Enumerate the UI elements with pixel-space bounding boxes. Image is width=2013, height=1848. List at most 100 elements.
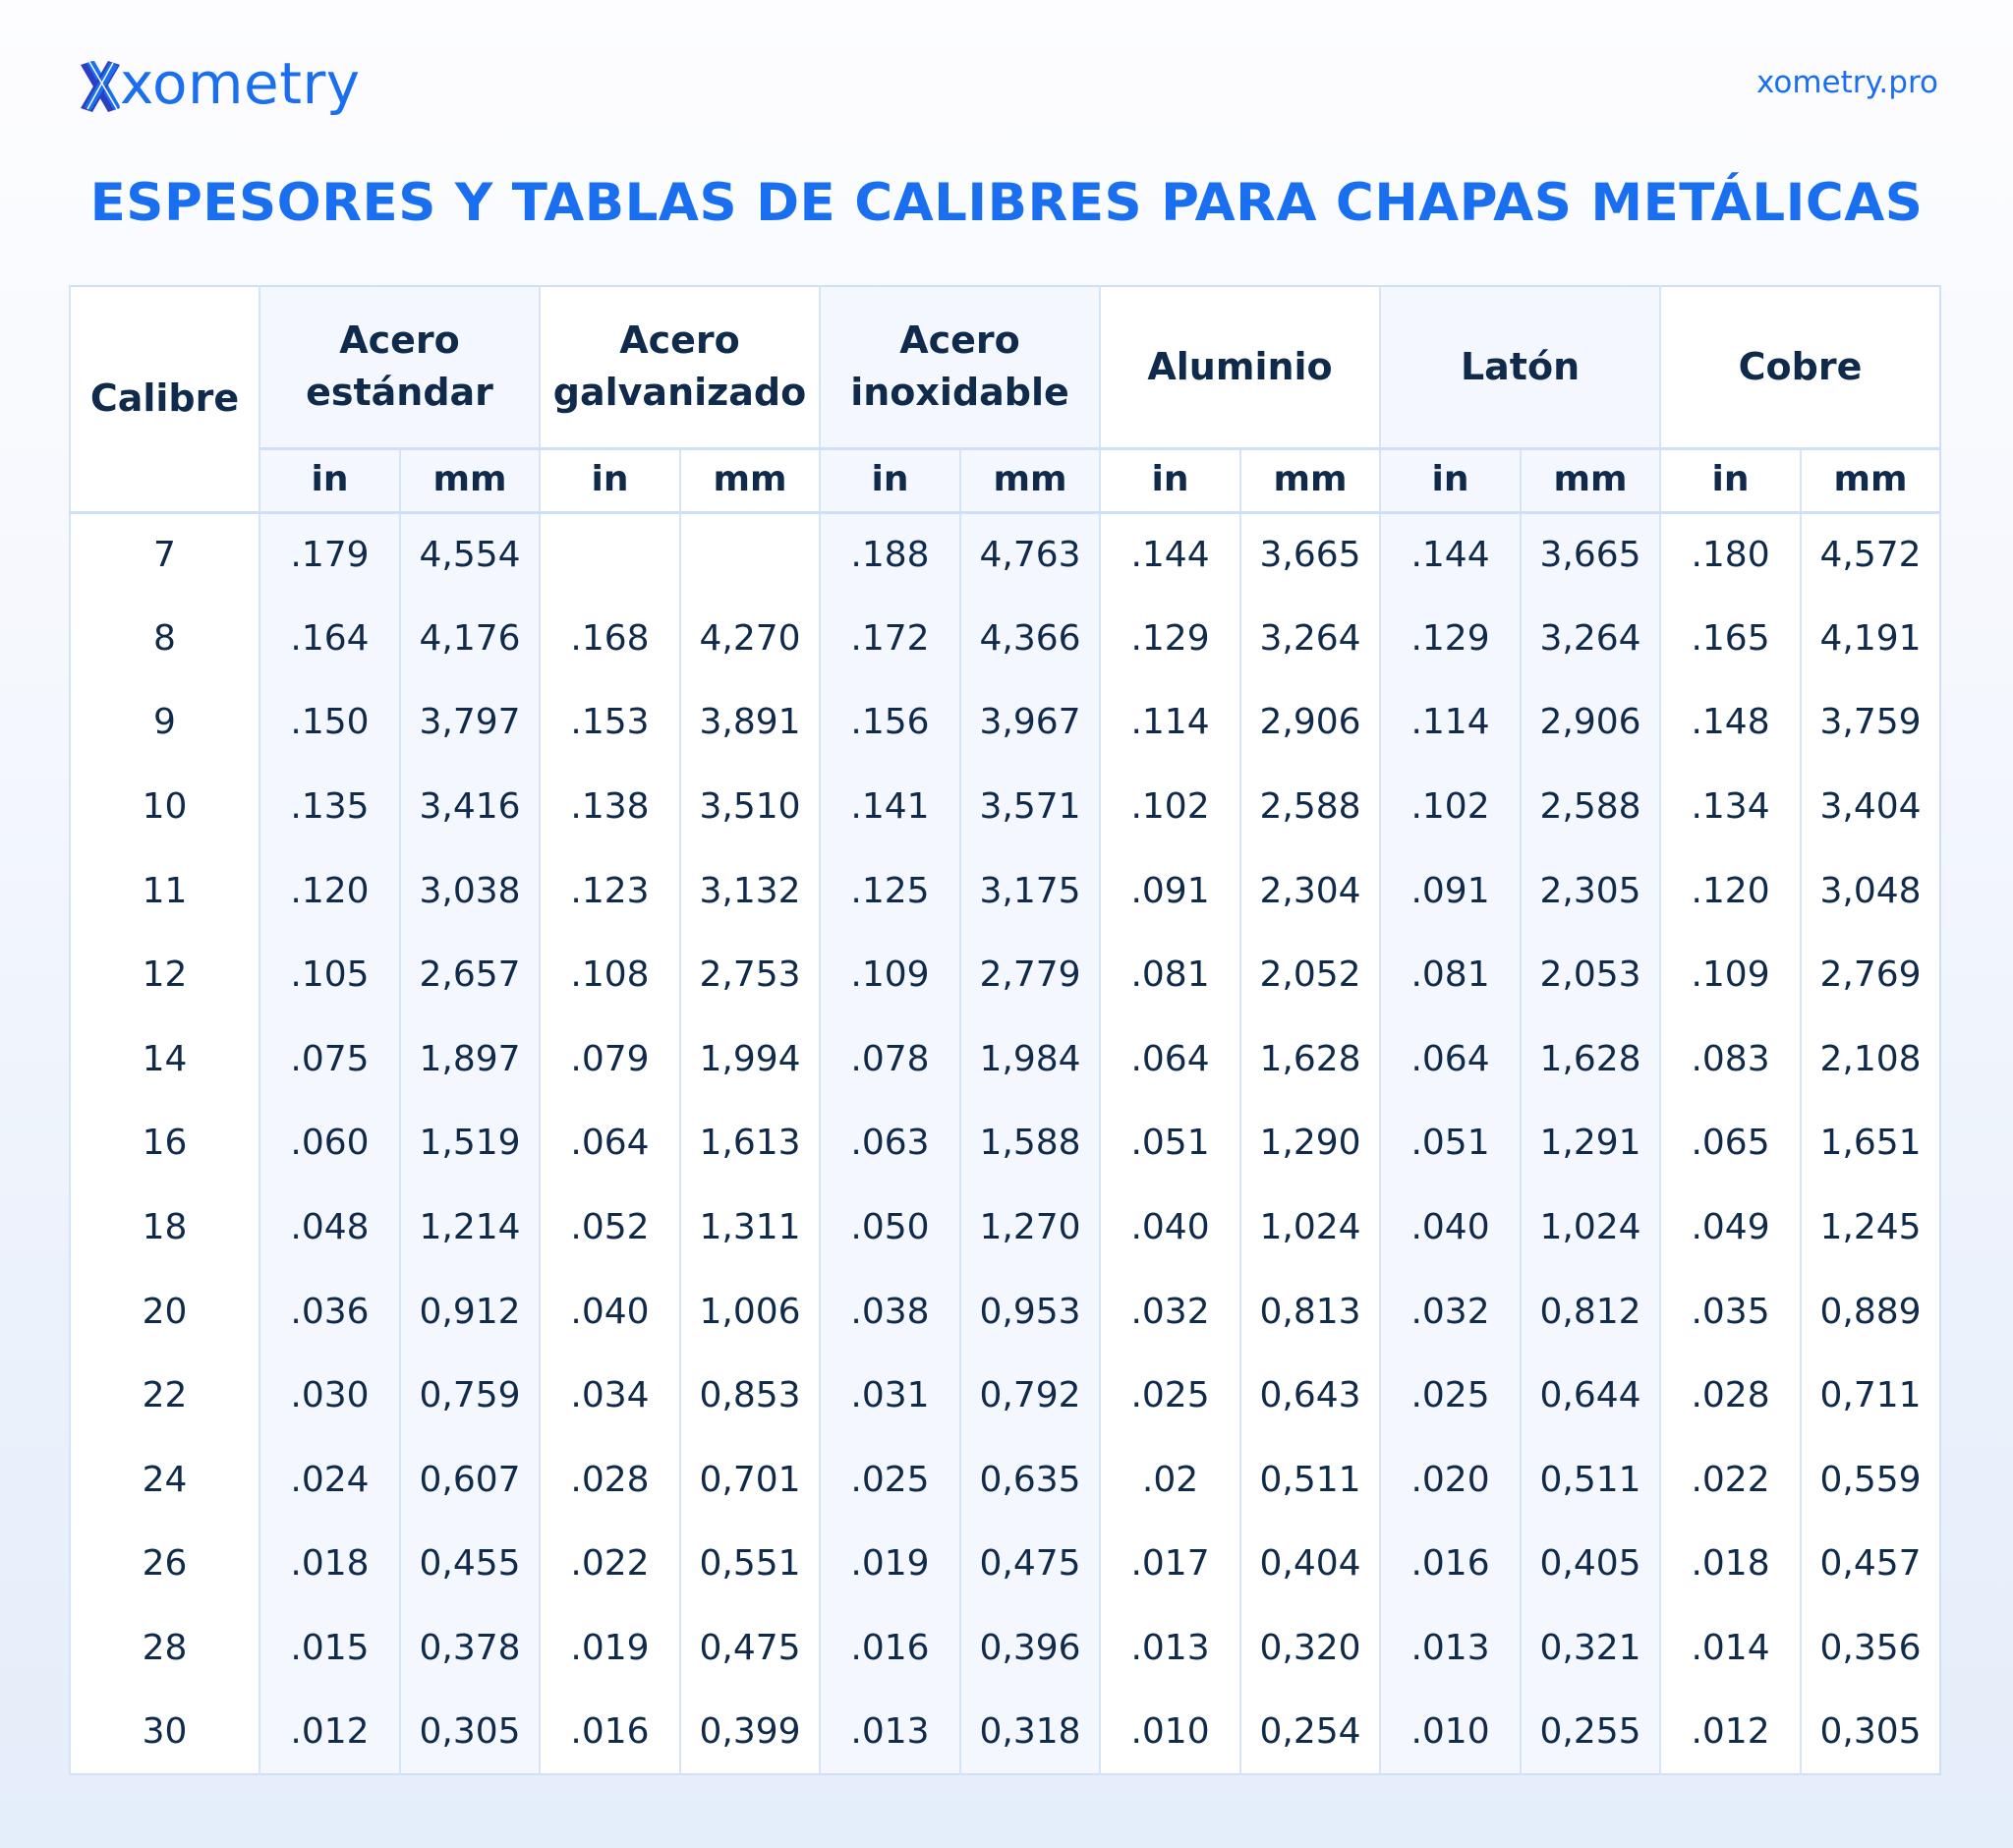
inch-value-cell: .018 xyxy=(259,1522,400,1606)
inch-value-cell: .025 xyxy=(819,1437,960,1523)
inch-value-cell: .135 xyxy=(259,764,400,849)
inch-value-cell: .125 xyxy=(819,848,960,933)
mm-value-cell: 0,792 xyxy=(958,1353,1101,1438)
table-row: 18.048 1,214.052 1,311.050 1,270.040 1,024.0… xyxy=(69,1184,1941,1270)
mm-value-cell: 3,665 xyxy=(1520,512,1661,597)
inch-value-cell: .120 xyxy=(1659,848,1802,933)
inch-value-cell: .081 xyxy=(1379,932,1522,1017)
mm-value-cell: 0,396 xyxy=(958,1605,1101,1691)
inch-value-cell: .028 xyxy=(539,1437,680,1523)
inch-value-cell: .019 xyxy=(819,1522,960,1606)
inch-value-cell: .014 xyxy=(1659,1605,1802,1691)
gauge-cell: 11 xyxy=(69,848,259,933)
mm-value-cell xyxy=(679,512,820,597)
mm-value-cell: 2,906 xyxy=(1239,680,1381,765)
inch-value-cell: .108 xyxy=(539,932,680,1017)
mm-value-cell: 1,006 xyxy=(679,1269,820,1354)
unit-header-in: in xyxy=(539,448,680,514)
mm-value-cell: 0,321 xyxy=(1520,1605,1661,1691)
inch-value-cell: .016 xyxy=(819,1605,960,1691)
inch-value-cell: .109 xyxy=(1659,932,1802,1017)
mm-value-cell: 2,588 xyxy=(1520,764,1661,849)
mm-value-cell: 1,245 xyxy=(1800,1184,1941,1270)
gauge-cell: 24 xyxy=(69,1437,259,1523)
brand-logo[interactable]: xometry xyxy=(79,55,361,116)
inch-value-cell: .129 xyxy=(1379,596,1522,681)
table-row: 9.150 3,797.153 3,891.156 3,967.114 2,906.11… xyxy=(69,680,1941,765)
inch-value-cell: .144 xyxy=(1379,512,1522,597)
mm-value-cell: 0,551 xyxy=(679,1522,820,1606)
mm-value-cell: 0,644 xyxy=(1520,1353,1661,1438)
mm-value-cell: 1,628 xyxy=(1520,1016,1661,1102)
inch-value-cell: .025 xyxy=(1379,1353,1522,1438)
header-line: inoxidable xyxy=(850,371,1069,415)
inch-value-cell: .02 xyxy=(1099,1437,1241,1523)
inch-value-cell xyxy=(539,512,680,597)
inch-value-cell: .105 xyxy=(259,932,400,1017)
mm-value-cell: 1,651 xyxy=(1800,1101,1941,1185)
gauge-cell: 7 xyxy=(69,512,259,597)
xometry-x-logo-icon xyxy=(81,61,120,112)
inch-value-cell: .102 xyxy=(1379,764,1522,849)
mm-value-cell: 2,588 xyxy=(1239,764,1381,849)
mm-value-cell: 0,643 xyxy=(1239,1353,1381,1438)
mm-value-cell: 2,304 xyxy=(1239,848,1381,933)
inch-value-cell: .129 xyxy=(1099,596,1241,681)
header-acero-galvanizado: Acero galvanizado xyxy=(539,286,820,450)
inch-value-cell: .022 xyxy=(1659,1437,1802,1523)
page-title: ESPESORES Y TABLAS DE CALIBRES PARA CHAP… xyxy=(89,173,1924,233)
inch-value-cell: .051 xyxy=(1379,1101,1522,1185)
table-row: 24.024 0,607.028 0,701.025 0,635.02 0,511.02… xyxy=(69,1437,1941,1523)
inch-value-cell: .064 xyxy=(539,1101,680,1185)
table-body: 7.179 4,554.188 4,763.144 3,665.144 3,665.18… xyxy=(69,512,1941,1774)
mm-value-cell: 1,897 xyxy=(399,1016,540,1102)
inch-value-cell: .015 xyxy=(259,1605,400,1691)
inch-value-cell: .019 xyxy=(539,1605,680,1691)
mm-value-cell: 0,305 xyxy=(1800,1690,1941,1774)
inch-value-cell: .064 xyxy=(1379,1016,1522,1102)
table-row: 12.105 2,657.108 2,753.109 2,779.081 2,052.0… xyxy=(69,932,1941,1017)
table-row: 28.015 0,378.019 0,475.016 0,396.013 0,320.0… xyxy=(69,1605,1941,1691)
unit-header-in: in xyxy=(1659,448,1802,514)
mm-value-cell: 0,455 xyxy=(399,1522,540,1606)
unit-header-mm: mm xyxy=(399,448,540,514)
inch-value-cell: .064 xyxy=(1099,1016,1241,1102)
inch-value-cell: .017 xyxy=(1099,1522,1241,1606)
inch-value-cell: .188 xyxy=(819,512,960,597)
mm-value-cell: 0,701 xyxy=(679,1437,820,1523)
mm-value-cell: 4,176 xyxy=(399,596,540,681)
inch-value-cell: .114 xyxy=(1099,680,1241,765)
inch-value-cell: .153 xyxy=(539,680,680,765)
inch-value-cell: .078 xyxy=(819,1016,960,1102)
inch-value-cell: .114 xyxy=(1379,680,1522,765)
inch-value-cell: .024 xyxy=(259,1437,400,1523)
mm-value-cell: 0,559 xyxy=(1800,1437,1941,1523)
mm-value-cell: 4,763 xyxy=(958,512,1101,597)
inch-value-cell: .091 xyxy=(1379,848,1522,933)
mm-value-cell: 1,519 xyxy=(399,1101,540,1185)
mm-value-cell: 0,759 xyxy=(399,1353,540,1438)
header-line: estándar xyxy=(306,371,493,415)
mm-value-cell: 3,571 xyxy=(958,764,1101,849)
header-line: Acero xyxy=(619,318,740,363)
table-row: 7.179 4,554.188 4,763.144 3,665.144 3,665.18… xyxy=(69,512,1941,597)
gauge-cell: 16 xyxy=(69,1101,259,1185)
table-row: 8.164 4,176.168 4,270.172 4,366.129 3,264.12… xyxy=(69,596,1941,681)
inch-value-cell: .065 xyxy=(1659,1101,1802,1185)
mm-value-cell: 0,404 xyxy=(1239,1522,1381,1606)
table-row: 11.120 3,038.123 3,132.125 3,175.091 2,304.0… xyxy=(69,848,1941,933)
table-row: 20.036 0,912.040 1,006.038 0,953.032 0,813.0… xyxy=(69,1269,1941,1354)
inch-value-cell: .010 xyxy=(1379,1690,1522,1774)
inch-value-cell: .010 xyxy=(1099,1690,1241,1774)
mm-value-cell: 3,132 xyxy=(679,848,820,933)
mm-value-cell: 2,053 xyxy=(1520,932,1661,1017)
mm-value-cell: 3,264 xyxy=(1520,596,1661,681)
table-row: 14.075 1,897.079 1,994.078 1,984.064 1,628.0… xyxy=(69,1016,1941,1102)
inch-value-cell: .028 xyxy=(1659,1353,1802,1438)
inch-value-cell: .030 xyxy=(259,1353,400,1438)
site-link[interactable]: xometry.pro xyxy=(1755,65,1938,100)
mm-value-cell: 3,175 xyxy=(958,848,1101,933)
inch-value-cell: .164 xyxy=(259,596,400,681)
mm-value-cell: 0,711 xyxy=(1800,1353,1941,1438)
inch-value-cell: .102 xyxy=(1099,764,1241,849)
